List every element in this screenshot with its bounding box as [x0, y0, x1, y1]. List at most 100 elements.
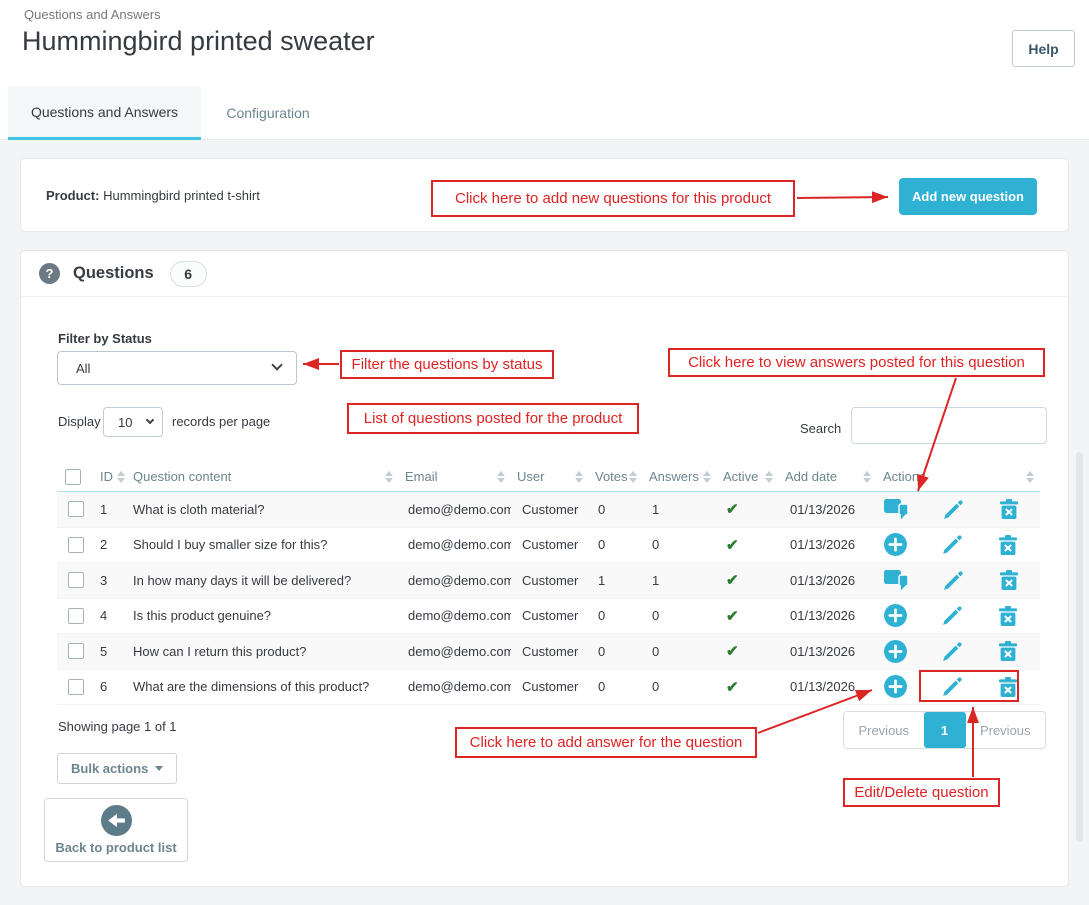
question-answers-count: 1 [652, 501, 660, 517]
pagination: Previous 1 Previous [843, 711, 1046, 749]
question-content: What is cloth material? [133, 501, 265, 517]
product-name: Hummingbird printed t-shirt [103, 188, 260, 203]
edit-question-button[interactable] [941, 533, 964, 556]
question-user: Customer [522, 608, 579, 624]
plus-circle-icon [884, 604, 907, 628]
header-id[interactable]: ID [95, 469, 127, 484]
question-add-date: 01/13/2026 [790, 608, 856, 624]
question-email: demo@demo.com [408, 608, 511, 624]
help-button[interactable]: Help [1012, 30, 1075, 67]
sort-icon[interactable] [497, 470, 505, 483]
header-question-content[interactable]: Question content [127, 469, 399, 484]
pagination-page-1[interactable]: 1 [923, 712, 966, 748]
back-to-product-list-button[interactable]: Back to product list [44, 798, 188, 862]
edit-question-button[interactable] [941, 675, 964, 698]
back-button-label: Back to product list [55, 840, 177, 855]
sort-icon[interactable] [575, 470, 583, 483]
edit-question-button[interactable] [942, 569, 965, 592]
view-answers-button[interactable] [883, 569, 909, 592]
edit-question-button[interactable] [942, 498, 965, 521]
question-id: 3 [100, 572, 108, 588]
plus-circle-icon [884, 675, 907, 699]
active-check-icon: ✔ [726, 572, 739, 590]
annotation-view-answers: Click here to view answers posted for th… [668, 348, 1045, 377]
question-id: 1 [100, 501, 108, 517]
select-all-checkbox[interactable] [65, 468, 81, 485]
question-votes: 0 [598, 679, 606, 695]
status-filter-select[interactable]: All [57, 351, 297, 385]
chevron-down-icon [145, 415, 155, 425]
question-user: Customer [522, 501, 579, 517]
bulk-actions-button[interactable]: Bulk actions [57, 753, 178, 784]
sort-icon[interactable] [765, 470, 773, 483]
edit-question-button[interactable] [941, 640, 964, 663]
delete-question-button[interactable] [997, 640, 1019, 662]
questions-count-badge: 6 [169, 260, 207, 287]
table-header-row: ID Question content Email User Votes Ans… [57, 462, 1040, 492]
header-answers[interactable]: Answers [643, 469, 717, 484]
add-answer-button[interactable] [883, 674, 908, 699]
row-checkbox[interactable] [68, 572, 84, 589]
pagination-previous-button[interactable]: Previous [858, 722, 910, 738]
trash-icon [1000, 570, 1018, 591]
pencil-icon [943, 606, 962, 626]
row-checkbox[interactable] [68, 607, 84, 624]
pencil-icon [943, 677, 962, 697]
annotation-list-questions: List of questions posted for the product [347, 403, 639, 434]
chevron-down-icon [271, 359, 283, 371]
search-input[interactable] [851, 407, 1047, 444]
row-checkbox[interactable] [68, 678, 84, 695]
questions-table: ID Question content Email User Votes Ans… [57, 462, 1040, 705]
delete-question-button[interactable] [998, 569, 1020, 591]
sort-icon[interactable] [703, 470, 711, 483]
add-new-question-button[interactable]: Add new question [899, 178, 1037, 215]
pagination-next-button[interactable]: Previous [979, 722, 1031, 738]
question-answers-count: 0 [652, 679, 660, 695]
question-id: 4 [100, 608, 108, 624]
tab-questions-and-answers[interactable]: Questions and Answers [8, 86, 201, 140]
question-add-date: 01/13/2026 [790, 643, 856, 659]
add-answer-button[interactable] [883, 532, 908, 557]
active-check-icon: ✔ [726, 501, 739, 519]
sort-icon[interactable] [117, 470, 125, 483]
scrollbar[interactable] [1076, 452, 1083, 842]
view-answers-button[interactable] [883, 498, 909, 521]
comments-icon [884, 569, 909, 591]
row-checkbox[interactable] [68, 501, 84, 518]
add-answer-button[interactable] [883, 639, 908, 664]
header-email[interactable]: Email [399, 469, 511, 484]
pencil-icon [944, 500, 963, 519]
plus-circle-icon [884, 533, 907, 557]
tab-bar: Questions and Answers Configuration [0, 86, 1089, 140]
question-email: demo@demo.com [408, 572, 511, 588]
delete-question-button[interactable] [998, 498, 1020, 520]
row-checkbox[interactable] [68, 536, 84, 553]
tab-configuration[interactable]: Configuration [226, 105, 310, 121]
header-active[interactable]: Active [717, 469, 779, 484]
arrow-circle-left-icon [100, 805, 132, 836]
question-id: 5 [100, 643, 108, 659]
records-per-page-select[interactable]: 10 [103, 407, 163, 437]
sort-icon[interactable] [629, 470, 637, 483]
question-votes: 1 [598, 572, 606, 588]
question-content: Is this product genuine? [133, 608, 272, 624]
delete-question-button[interactable] [997, 605, 1019, 627]
table-row: 4 Is this product genuine? demo@demo.com… [57, 599, 1040, 634]
sort-icon[interactable] [1026, 470, 1034, 483]
pencil-icon [944, 571, 963, 590]
edit-question-button[interactable] [941, 604, 964, 627]
delete-question-button[interactable] [997, 676, 1019, 698]
row-checkbox[interactable] [68, 643, 84, 660]
delete-question-button[interactable] [997, 534, 1019, 556]
header-votes[interactable]: Votes [589, 469, 643, 484]
header-actions[interactable]: Actions [877, 469, 1040, 484]
question-content: Should I buy smaller size for this? [133, 537, 328, 553]
sort-icon[interactable] [385, 470, 393, 483]
sort-icon[interactable] [863, 470, 871, 483]
annotation-add-question: Click here to add new questions for this… [431, 180, 795, 217]
header-add-date[interactable]: Add date [779, 469, 877, 484]
add-answer-button[interactable] [883, 603, 908, 628]
header-user[interactable]: User [511, 469, 589, 484]
pencil-icon [943, 535, 962, 555]
